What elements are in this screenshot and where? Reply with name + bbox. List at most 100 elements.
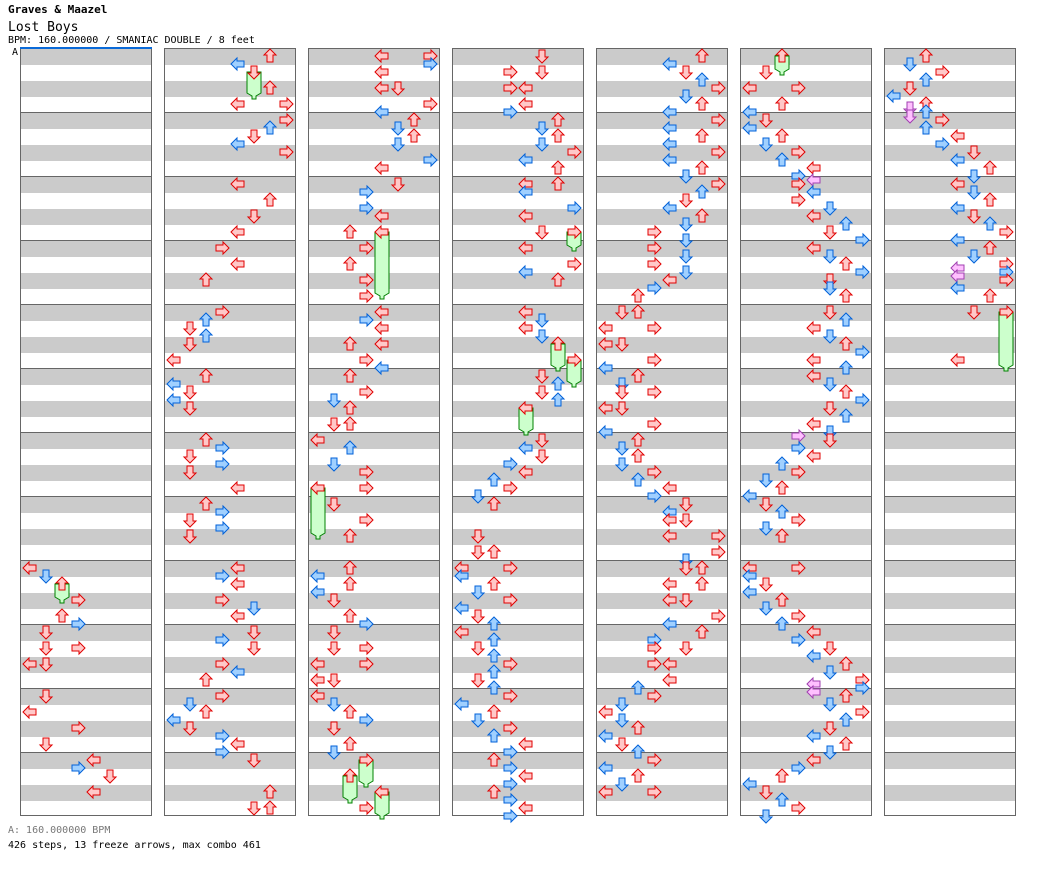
step-arrow-left-eighth — [742, 120, 757, 136]
step-arrow-left-quarter — [806, 368, 821, 384]
measure-line — [741, 688, 871, 689]
step-arrow-right-quarter — [567, 144, 582, 160]
step-arrow-right-quarter — [359, 656, 374, 672]
step-arrow-up-quarter — [774, 48, 790, 63]
step-arrow-up-eighth — [262, 120, 278, 135]
step-arrow-up-eighth — [838, 216, 854, 231]
step-arrow-up-quarter — [550, 160, 566, 175]
step-arrow-down-eighth — [966, 185, 982, 200]
step-arrow-up-quarter — [262, 800, 278, 815]
step-arrow-left-quarter — [166, 352, 181, 368]
artist-name: Graves & Maazel — [8, 3, 108, 16]
step-arrow-left-quarter — [662, 480, 677, 496]
step-arrow-right-quarter — [359, 480, 374, 496]
step-arrow-right-eighth — [855, 344, 870, 360]
measure-line — [165, 176, 295, 177]
step-arrow-down-quarter — [246, 625, 262, 640]
step-arrow-right-quarter — [647, 656, 662, 672]
step-arrow-down-quarter — [182, 465, 198, 480]
step-arrow-right-eighth — [855, 264, 870, 280]
step-arrow-left-quarter — [310, 480, 325, 496]
step-arrow-left-quarter — [806, 416, 821, 432]
step-arrow-down-quarter — [678, 497, 694, 512]
step-arrow-down-quarter — [326, 593, 342, 608]
column-steps — [310, 48, 438, 820]
step-arrow-left-eighth — [662, 56, 677, 72]
measure-line — [885, 752, 1015, 753]
step-arrow-left-quarter — [518, 240, 533, 256]
step-arrow-right-quarter — [359, 800, 374, 816]
freeze-arrow-body — [310, 487, 326, 540]
step-arrow-left-quarter — [806, 752, 821, 768]
step-arrow-down-quarter — [246, 753, 262, 768]
step-arrow-up-quarter — [982, 240, 998, 255]
measure-line — [165, 432, 295, 433]
step-arrow-left-quarter — [662, 592, 677, 608]
step-arrow-right-quarter — [279, 112, 294, 128]
measure-line — [741, 432, 871, 433]
step-arrow-right-quarter — [791, 608, 806, 624]
step-arrow-down-quarter — [822, 305, 838, 320]
step-arrow-down-quarter — [822, 401, 838, 416]
step-arrow-right-quarter — [711, 144, 726, 160]
step-arrow-left-eighth — [742, 568, 757, 584]
step-arrow-right-eighth — [359, 712, 374, 728]
step-arrow-up-quarter — [774, 480, 790, 495]
column-steps — [22, 560, 118, 800]
step-arrow-left-eighth — [662, 136, 677, 152]
step-arrow-right-quarter — [647, 224, 662, 240]
freeze-arrow-body — [374, 791, 390, 820]
step-arrow-left-quarter — [374, 304, 389, 320]
step-arrow-right-quarter — [791, 560, 806, 576]
measure-line — [309, 304, 439, 305]
step-arrow-right-quarter — [647, 416, 662, 432]
step-arrow-down-eighth — [678, 265, 694, 280]
step-arrow-up-eighth — [486, 648, 502, 663]
step-arrow-right-quarter — [359, 384, 374, 400]
step-arrow-up-quarter — [982, 160, 998, 175]
step-arrow-down-eighth — [822, 745, 838, 760]
step-arrow-down-eighth — [614, 777, 630, 792]
step-arrow-down-quarter — [38, 657, 54, 672]
step-arrow-down-quarter — [38, 625, 54, 640]
step-arrow-right-eighth — [647, 488, 662, 504]
step-arrow-left-quarter — [374, 80, 389, 96]
step-arrow-down-quarter — [822, 641, 838, 656]
step-arrow-left-quarter — [950, 352, 965, 368]
step-arrow-down-quarter — [758, 497, 774, 512]
step-arrow-left-quarter — [454, 624, 469, 640]
measure-line — [597, 368, 727, 369]
step-arrow-right-eighth — [71, 616, 86, 632]
measure-line — [885, 496, 1015, 497]
step-arrow-down-eighth — [470, 489, 486, 504]
measure-line — [309, 688, 439, 689]
measure-line — [165, 688, 295, 689]
step-arrow-right-eighth — [503, 760, 518, 776]
step-arrow-down-quarter — [822, 225, 838, 240]
step-arrow-down-eighth — [678, 89, 694, 104]
step-arrow-left-quarter — [230, 96, 245, 112]
step-arrow-down-eighth — [390, 121, 406, 136]
step-arrow-right-quarter — [359, 752, 374, 768]
step-arrow-right-eighth — [503, 744, 518, 760]
step-arrow-left-quarter — [806, 448, 821, 464]
step-arrow-left-quarter — [598, 784, 613, 800]
column-steps — [454, 49, 582, 824]
measure-line — [597, 432, 727, 433]
step-arrow-up-eighth — [630, 680, 646, 695]
step-arrow-down-eighth — [534, 329, 550, 344]
measure-line — [309, 240, 439, 241]
step-arrow-up-quarter — [630, 448, 646, 463]
step-arrow-up-quarter — [342, 416, 358, 431]
step-arrow-up-eighth — [838, 312, 854, 327]
step-arrow-down-quarter — [326, 673, 342, 688]
step-arrow-down-eighth — [326, 697, 342, 712]
step-arrow-left-quarter — [230, 576, 245, 592]
step-arrow-right-quarter — [791, 192, 806, 208]
step-arrow-up-quarter — [262, 80, 278, 95]
step-arrow-right-quarter — [215, 304, 230, 320]
step-arrow-left-quarter — [598, 704, 613, 720]
step-arrow-up-quarter — [982, 288, 998, 303]
step-arrow-up-quarter — [342, 704, 358, 719]
step-arrow-up-eighth — [630, 744, 646, 759]
